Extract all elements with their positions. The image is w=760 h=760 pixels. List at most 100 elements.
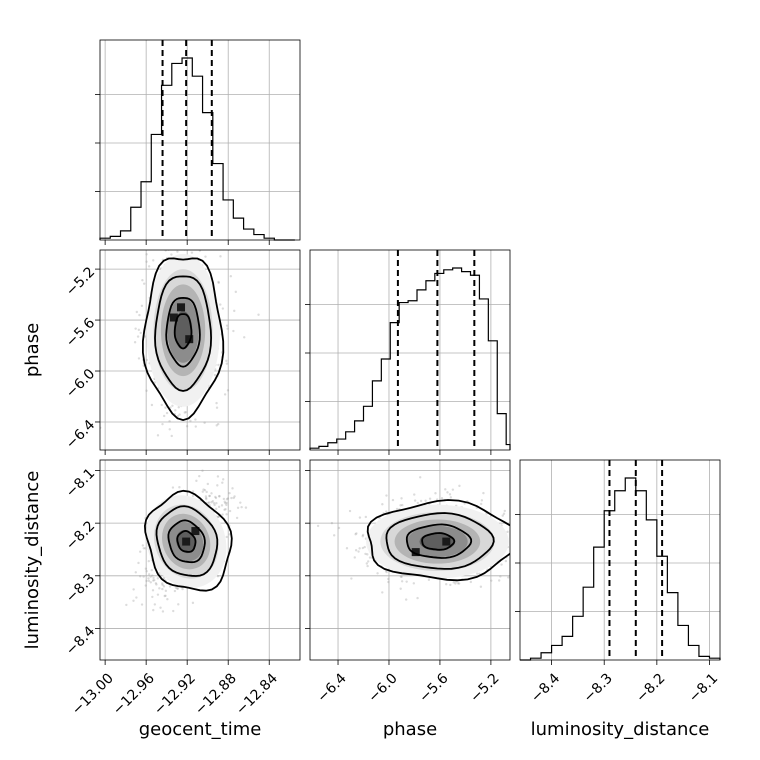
sample-point	[160, 403, 163, 407]
sample-point	[416, 596, 419, 600]
sample-point	[521, 546, 523, 548]
sample-point	[399, 587, 402, 590]
sample-point	[231, 487, 234, 490]
sample-point	[479, 585, 483, 588]
sample-point	[228, 491, 231, 495]
sample-point	[233, 309, 236, 313]
sample-point	[235, 516, 239, 520]
sample-point	[337, 526, 341, 530]
sample-point	[501, 514, 504, 517]
scatter-panel-geocent_time-luminosity_distance	[95, 459, 301, 665]
sample-point	[159, 606, 162, 609]
sample-point	[444, 488, 447, 491]
sample-point	[401, 503, 404, 507]
scatter-panel-geocent_time-phase	[95, 212, 301, 455]
sample-point	[198, 474, 201, 478]
sample-point	[185, 425, 189, 428]
sample-point	[499, 575, 502, 578]
sample-point	[225, 535, 228, 539]
sample-point	[147, 573, 151, 576]
sample-point	[165, 411, 169, 415]
density-peak	[442, 537, 451, 546]
sample-point	[400, 580, 404, 583]
sample-point	[168, 420, 171, 423]
x-axis-label: luminosity_distance	[531, 719, 710, 740]
sample-point	[517, 554, 519, 556]
sample-point	[194, 418, 197, 421]
sample-point	[469, 580, 473, 584]
x-tick-label: −6.4	[314, 670, 349, 705]
sample-point	[358, 516, 362, 519]
sample-point	[424, 499, 427, 502]
x-axis-label: geocent_time	[139, 719, 262, 740]
sample-point	[171, 404, 174, 408]
sample-point	[210, 501, 213, 504]
sample-point	[456, 582, 460, 585]
x-tick-label: −8.1	[686, 670, 721, 705]
sample-point	[225, 359, 228, 363]
sample-point	[151, 574, 154, 577]
sample-point	[151, 589, 155, 592]
sample-point	[457, 582, 461, 585]
sample-point	[147, 559, 150, 563]
sample-point	[142, 282, 146, 285]
sample-point	[434, 492, 437, 495]
sample-point	[225, 503, 228, 507]
x-tick-label: −12.88	[192, 670, 240, 718]
sample-point	[224, 501, 227, 505]
sample-point	[226, 389, 230, 392]
sample-point	[161, 583, 164, 587]
sample-point	[176, 587, 179, 590]
sample-point	[387, 580, 390, 584]
sample-point	[206, 501, 210, 505]
sample-point	[147, 577, 150, 580]
sample-point	[224, 507, 227, 511]
contour-line	[165, 296, 201, 368]
sample-point	[216, 475, 220, 478]
sample-point	[225, 362, 229, 365]
sample-point	[350, 577, 353, 580]
sample-point	[413, 493, 416, 496]
sample-point	[222, 478, 225, 481]
sample-point	[353, 556, 356, 559]
sample-point	[176, 250, 179, 253]
sample-point	[452, 581, 455, 584]
sample-point	[178, 413, 181, 416]
sample-point	[189, 419, 192, 423]
sample-point	[161, 587, 164, 591]
sample-point	[144, 567, 148, 570]
y-tick-label: −5.2	[63, 264, 98, 299]
density-peak	[182, 537, 191, 546]
sample-point	[138, 313, 141, 317]
x-tick-label: −8.2	[633, 670, 668, 705]
sample-point	[480, 499, 484, 502]
sample-point	[176, 414, 180, 418]
sample-point	[161, 582, 164, 585]
sample-point	[240, 505, 243, 509]
sample-point	[135, 310, 139, 314]
sample-point	[405, 580, 408, 583]
sample-point	[546, 560, 548, 562]
density-peak	[411, 548, 420, 557]
sample-point	[161, 610, 165, 613]
sample-point	[507, 576, 510, 579]
sample-point	[152, 608, 155, 612]
sample-point	[142, 212, 144, 214]
sample-point	[367, 560, 370, 563]
sample-point	[203, 421, 206, 424]
sample-point	[412, 582, 416, 585]
sample-point	[135, 596, 138, 599]
sample-point	[330, 521, 334, 525]
sample-point	[194, 425, 197, 428]
sample-point	[239, 501, 242, 504]
sample-point	[218, 495, 221, 498]
sample-point	[233, 495, 236, 498]
sample-point	[145, 579, 148, 583]
sample-point	[385, 510, 388, 513]
sample-point	[220, 504, 224, 507]
sample-point	[524, 523, 526, 525]
sample-point	[476, 572, 479, 575]
x-tick-label: −12.96	[110, 670, 158, 718]
sample-point	[381, 503, 384, 506]
sample-point	[217, 281, 220, 284]
